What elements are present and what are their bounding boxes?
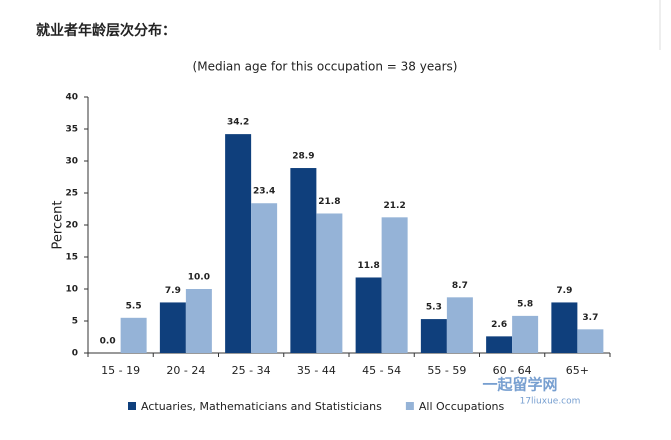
x-tick-label: 15 - 19 [101, 364, 140, 377]
y-tick-label: 40 [65, 93, 78, 103]
value-label: 7.9 [556, 286, 572, 296]
legend-label: All Occupations [419, 400, 505, 413]
value-label: 28.9 [292, 152, 314, 162]
value-label: 10.0 [188, 273, 210, 283]
x-tick-label: 45 - 54 [362, 364, 401, 377]
y-tick-label: 5 [72, 317, 78, 327]
y-tick-label: 15 [65, 253, 78, 263]
value-label: 23.4 [253, 187, 275, 197]
value-label: 0.0 [100, 337, 116, 347]
bar [159, 302, 186, 353]
x-tick-label: 65+ [566, 364, 589, 377]
bar [577, 329, 604, 353]
legend-label: Actuaries, Mathematicians and Statistici… [141, 400, 382, 413]
watermark-name: 一起留学网 [482, 376, 557, 394]
bar [120, 317, 147, 353]
x-tick-label: 20 - 24 [166, 364, 205, 377]
y-tick-label: 10 [65, 285, 78, 295]
y-tick-label: 35 [65, 125, 78, 135]
value-label: 7.9 [165, 286, 181, 296]
value-label: 21.2 [384, 201, 406, 211]
value-label: 21.8 [318, 197, 340, 207]
value-label: 5.3 [426, 303, 442, 313]
bar [446, 297, 473, 353]
value-label: 11.8 [358, 261, 380, 271]
bar [290, 168, 317, 353]
value-label: 34.2 [227, 118, 249, 128]
legend-swatch [128, 402, 136, 410]
bar [251, 203, 278, 353]
x-tick-label: 25 - 34 [232, 364, 271, 377]
watermark-url: 17liuxue.com [520, 397, 581, 407]
x-tick-label: 35 - 44 [297, 364, 336, 377]
x-tick-label: 60 - 64 [493, 364, 532, 377]
bar [185, 289, 212, 353]
value-label: 3.7 [582, 313, 598, 323]
heading: 就业者年龄层次分布： [36, 22, 176, 39]
y-tick-label: 25 [65, 189, 78, 199]
bar [420, 319, 447, 353]
x-tick-label: 55 - 59 [427, 364, 466, 377]
bar [551, 302, 578, 353]
value-label: 8.7 [452, 281, 468, 291]
legend-swatch [405, 402, 414, 410]
value-label: 5.5 [126, 301, 142, 311]
y-tick-label: 30 [65, 157, 78, 167]
y-axis-label: Percent [51, 201, 66, 250]
y-tick-label: 0 [72, 349, 78, 359]
bar [355, 277, 382, 353]
bar [381, 217, 408, 353]
bar [512, 315, 539, 353]
bar [486, 336, 513, 353]
subtitle: (Median age for this occupation = 38 yea… [193, 60, 458, 74]
bar [225, 134, 252, 353]
value-label: 5.8 [517, 299, 533, 309]
y-tick-label: 20 [65, 221, 78, 231]
value-label: 2.6 [491, 320, 507, 330]
bar [316, 213, 343, 353]
